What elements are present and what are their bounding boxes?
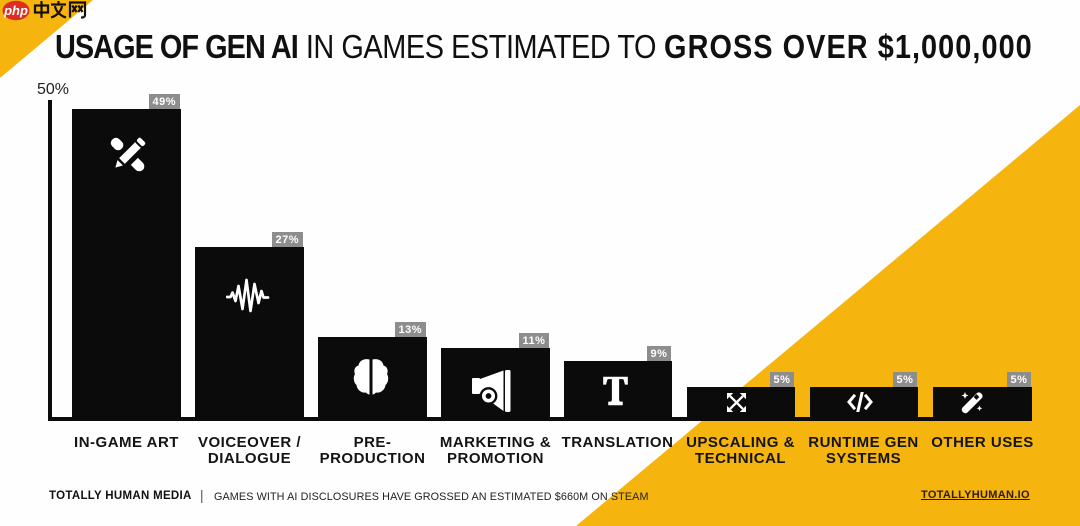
svg-text:php: php (3, 3, 28, 18)
